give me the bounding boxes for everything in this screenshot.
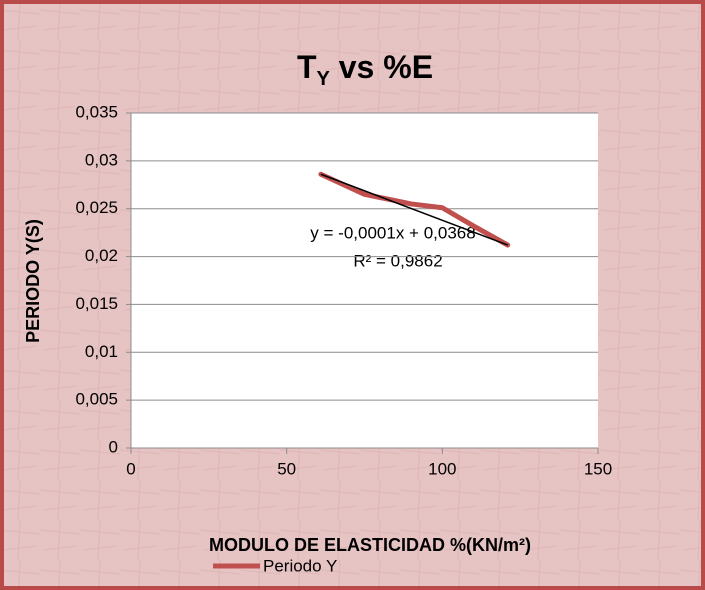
trendline (320, 173, 508, 246)
y-tick-label: 0 (109, 437, 118, 456)
x-tick-label: 50 (277, 459, 296, 478)
trend-equation: y = -0,0001x + 0,0368 (310, 223, 475, 242)
series-line (318, 171, 511, 248)
y-tick-label: 0,01 (85, 342, 118, 361)
trend-r2: R² = 0,9862 (353, 251, 442, 270)
y-tick-label: 0,005 (75, 390, 118, 409)
y-axis-title: PERIODO Y(S) (23, 219, 43, 343)
y-tick-label: 0,025 (75, 198, 118, 217)
y-tick-label: 0,02 (85, 246, 118, 265)
y-tick-label: 0,035 (75, 102, 118, 121)
plot-area (131, 113, 598, 448)
x-tick-label: 0 (126, 459, 135, 478)
x-axis-title: MODULO DE ELASTICIDAD %(KN/m²) (209, 535, 531, 555)
chart-title: TY vs %E (297, 49, 433, 90)
legend-label: Periodo Y (263, 556, 337, 575)
x-tick-label: 150 (584, 459, 612, 478)
y-tick-label: 0,015 (75, 294, 118, 313)
x-tick-label: 100 (428, 459, 456, 478)
y-tick-label: 0,03 (85, 150, 118, 169)
